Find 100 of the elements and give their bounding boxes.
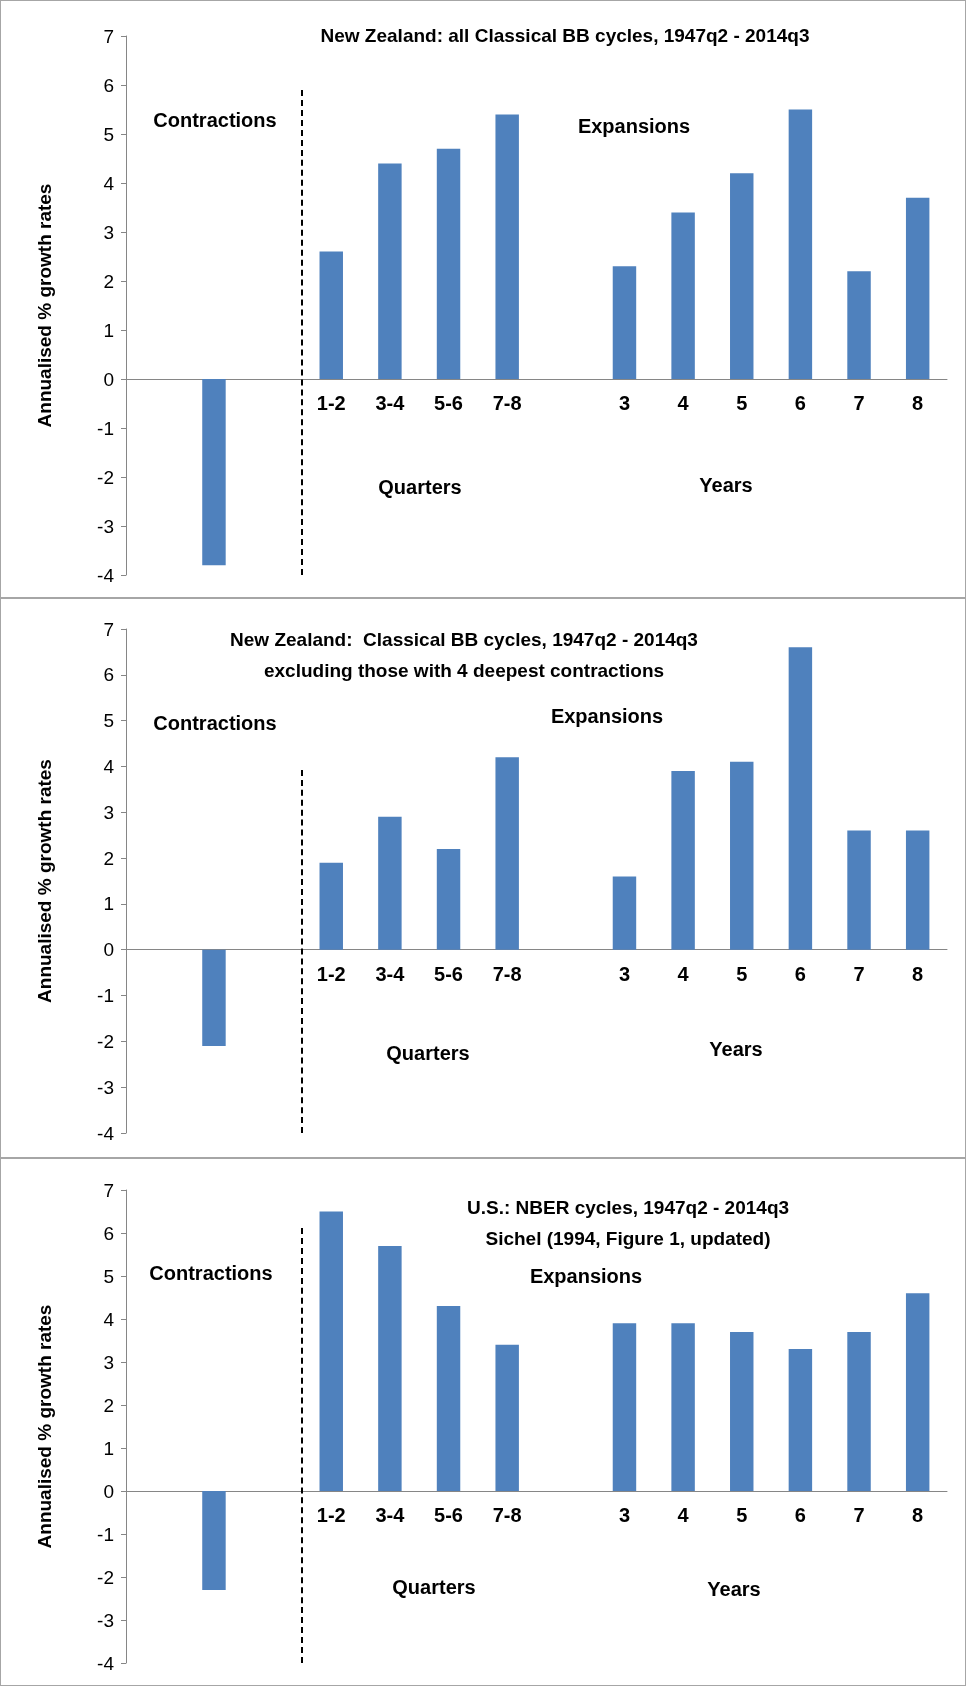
x-tick-label: 5-6 [434,1504,463,1526]
y-tick-label: 6 [103,74,114,96]
y-tick-label: 7 [103,25,114,47]
bar [671,1323,695,1491]
text: Sichel (1994, Figure 1, updated) [485,1228,771,1249]
annotation: Quarters [392,1576,476,1598]
x-tick-label: 5-6 [434,962,463,985]
y-tick-label: -1 [97,985,114,1007]
y-tick-label: 2 [103,847,114,869]
x-tick-label: 3 [618,962,631,985]
x-tick-label: 1-2 [316,1504,346,1526]
x-tick-label: 3-4 [375,392,406,414]
bar [730,1331,754,1491]
bar [319,862,343,950]
annotation: Years [709,1038,763,1060]
y-tick-label: -3 [97,1609,114,1631]
bar [612,1323,637,1491]
x-tick-label: 4 [677,962,690,985]
x-tick-label: 6 [794,1504,806,1526]
bar [730,761,754,950]
bar [495,1344,519,1491]
bar [436,148,461,379]
x-tick-label: 7 [853,392,865,414]
bar [378,816,402,950]
y-tick-label: 4 [103,172,115,194]
x-tick-label: 5-6 [434,392,463,414]
y-tick-label: 3 [103,801,114,823]
y-tick-label: 6 [103,664,114,686]
y-tick-label: 3 [103,221,114,243]
x-tick-label: 8 [912,392,924,414]
x-tick-label: 3-4 [375,962,406,985]
chart-title: New Zealand: Classical BB cycles, 1947q2 - 2014q3 [230,629,698,650]
y-tick-label: -3 [97,515,114,537]
x-tick-label: 5 [736,1504,748,1526]
y-tick-label: 0 [103,1480,114,1502]
y-axis-title: Annualised % growth rates [34,1304,55,1549]
bar [319,251,343,379]
x-tick-label: 7-8 [492,1504,522,1526]
x-tick-label: 5 [736,962,748,985]
annotation: Quarters [386,1042,470,1064]
y-tick-label: -4 [97,1652,115,1674]
y-axis-title: Annualised % growth rates [34,183,55,428]
y-axis-title: Annualised % growth rates [34,759,55,1003]
x-tick-label: 6 [794,962,806,985]
bar [847,271,871,379]
annotation: Years [707,1578,761,1600]
y-tick-label: -4 [97,1122,115,1144]
x-tick-label: 7-8 [492,962,522,985]
annotation: Contractions [153,712,277,734]
y-tick-label: -2 [97,1566,114,1588]
y-tick-label: 0 [103,939,114,961]
y-tick-label: -1 [97,1523,114,1545]
bar [202,1491,226,1590]
bar [671,212,695,379]
y-tick-label: -1 [97,417,114,439]
y-tick-label: 2 [103,1394,114,1416]
bar [202,949,226,1046]
bar [495,114,519,379]
y-tick-label: 2 [103,270,114,292]
annotation: Years [699,474,753,496]
bar [378,1245,402,1491]
bar [378,163,402,379]
bar [905,830,930,950]
y-tick-label: 1 [103,893,114,915]
x-tick-label: 1-2 [316,962,346,985]
y-tick-label: 7 [103,618,114,640]
x-tick-label: 7-8 [492,392,522,414]
x-tick-label: 1-2 [316,392,346,414]
y-tick-label: 0 [103,368,114,390]
y-tick-label: -3 [97,1076,114,1098]
bar [612,876,637,950]
x-tick-label: 8 [912,1504,924,1526]
bar [436,1306,461,1491]
x-tick-label: 3 [618,392,631,414]
x-tick-label: 4 [677,392,690,414]
x-tick-label: 6 [794,392,806,414]
y-tick-label: 4 [103,755,115,777]
bar [905,197,930,379]
y-tick-label: 3 [103,1351,114,1373]
bar [847,1331,871,1491]
x-tick-label: 3-4 [375,1504,406,1526]
y-tick-label: 1 [103,1437,114,1459]
bar [730,173,754,379]
annotation: Expansions [577,115,691,137]
annotation: Quarters [378,476,462,498]
y-tick-label: -2 [97,1030,114,1052]
x-tick-label: 7 [853,1504,865,1526]
bar [788,109,813,379]
bar [847,830,871,950]
bar [495,757,519,950]
x-tick-label: 3 [618,1504,631,1526]
y-tick-label: 6 [103,1222,114,1244]
annotation: Contractions [149,1262,273,1284]
y-tick-label: 5 [103,710,114,732]
annotation: Contractions [153,109,277,131]
y-tick-label: -2 [97,466,114,488]
x-tick-label: 7 [853,962,865,985]
bar [671,771,695,950]
y-tick-label: 5 [103,123,114,145]
bar [905,1293,930,1491]
